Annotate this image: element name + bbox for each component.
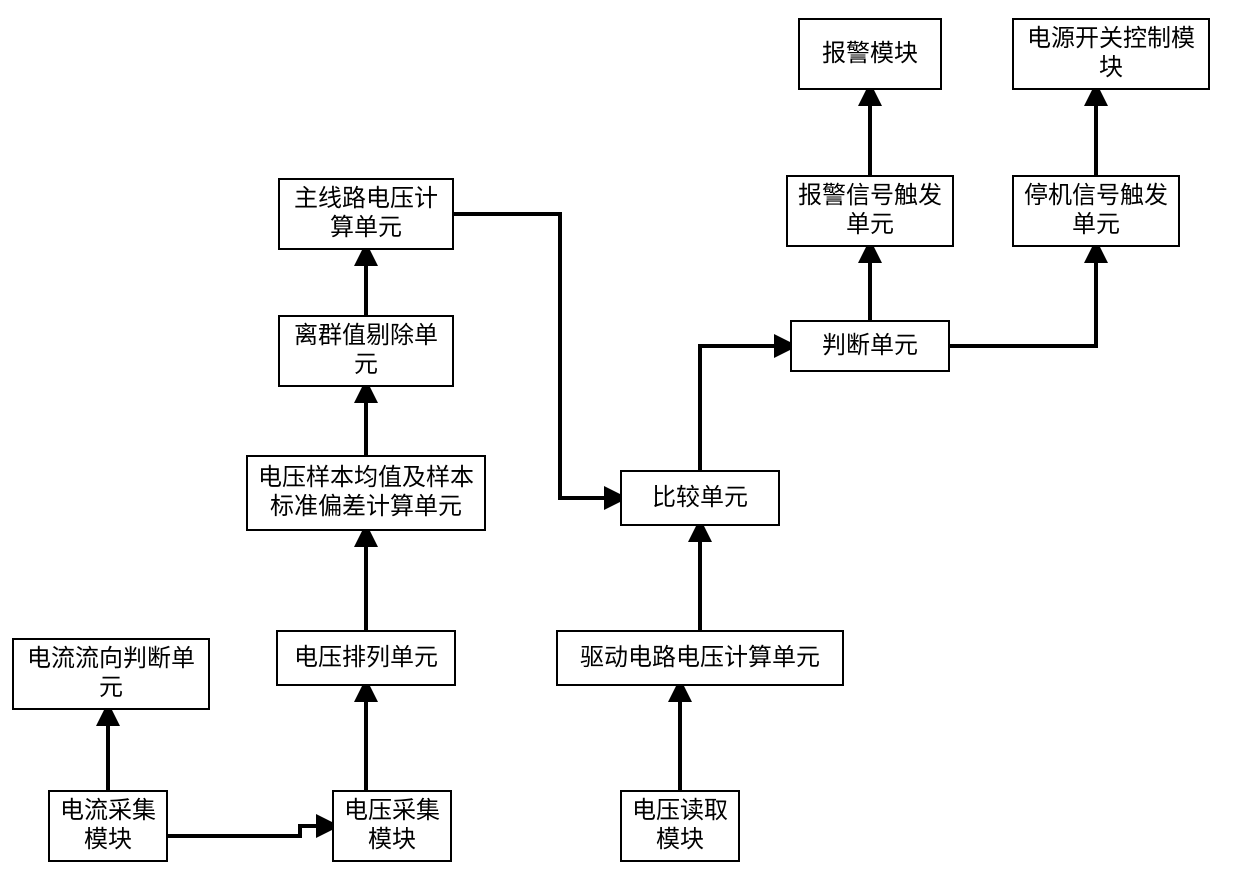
node-label: 电压排列单元 — [294, 644, 438, 673]
node-label: 电流流向判断单元 — [18, 645, 204, 703]
node-alarm-trigger: 报警信号触发单元 — [786, 175, 954, 247]
edge-compare-unit-to-judge-unit — [700, 346, 790, 470]
node-alarm-module: 报警模块 — [798, 18, 942, 90]
node-label: 离群值剔除单元 — [284, 322, 448, 380]
node-label: 判断单元 — [822, 332, 918, 361]
node-label: 主线路电压计算单元 — [284, 185, 448, 243]
node-label: 比较单元 — [652, 484, 748, 513]
node-label: 电压读取模块 — [626, 797, 734, 855]
node-compare-unit: 比较单元 — [620, 470, 780, 526]
node-voltage-sort: 电压排列单元 — [276, 630, 456, 686]
node-outlier-remove: 离群值剔除单元 — [278, 315, 454, 387]
node-voltage-collect: 电压采集模块 — [332, 790, 452, 862]
node-judge-unit: 判断单元 — [790, 320, 950, 372]
node-current-direction: 电流流向判断单元 — [12, 638, 210, 710]
node-shutdown-trigger: 停机信号触发单元 — [1012, 175, 1180, 247]
node-voltage-read: 电压读取模块 — [620, 790, 740, 862]
node-label: 报警模块 — [822, 40, 918, 69]
edge-judge-unit-to-shutdown-trigger — [950, 247, 1096, 346]
node-label: 电压样本均值及样本标准偏差计算单元 — [252, 464, 480, 522]
flowchart-edges — [0, 0, 1240, 883]
node-label: 报警信号触发单元 — [792, 182, 948, 240]
node-voltage-sample-stat: 电压样本均值及样本标准偏差计算单元 — [246, 455, 486, 531]
edge-current-collect-to-voltage-collect — [168, 826, 332, 836]
node-label: 驱动电路电压计算单元 — [580, 644, 820, 673]
node-label: 电流采集模块 — [54, 797, 162, 855]
node-label: 停机信号触发单元 — [1018, 182, 1174, 240]
node-drive-circuit-voltage-calc: 驱动电路电压计算单元 — [556, 630, 844, 686]
node-power-switch-module: 电源开关控制模块 — [1012, 18, 1210, 90]
node-main-line-voltage-calc: 主线路电压计算单元 — [278, 178, 454, 250]
node-label: 电源开关控制模块 — [1018, 25, 1204, 83]
node-label: 电压采集模块 — [338, 797, 446, 855]
node-current-collect: 电流采集模块 — [48, 790, 168, 862]
